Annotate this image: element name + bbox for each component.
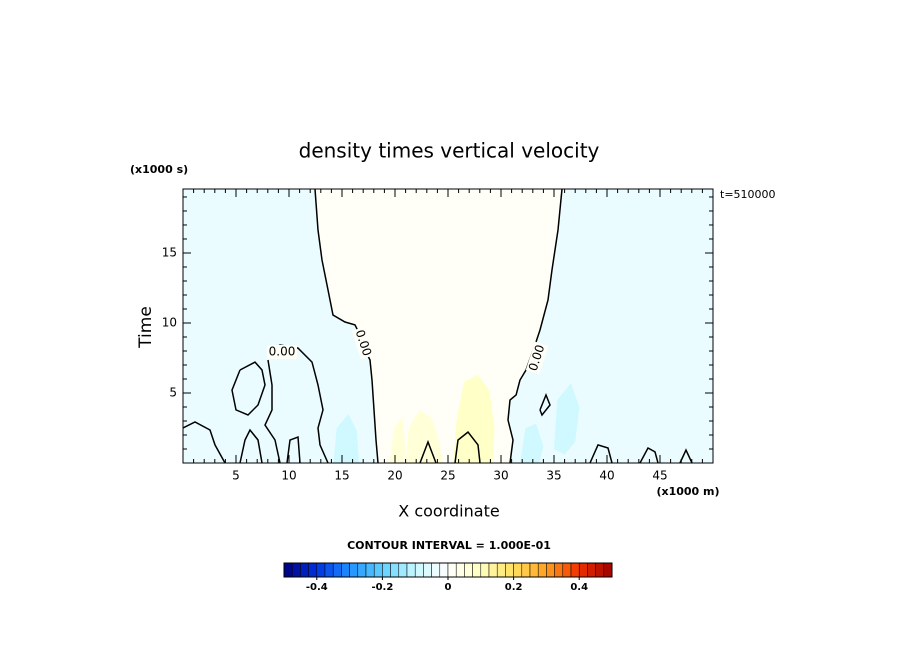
colorbar-cell	[324, 562, 334, 578]
colorbar-cell	[546, 562, 555, 578]
colorbar-cell	[537, 562, 547, 578]
plot-area: 0.00 0.000.00	[183, 189, 713, 463]
region-shape	[405, 409, 443, 463]
filled-region	[520, 423, 544, 463]
y-tick-label: 15	[162, 245, 177, 259]
x-tick-label: 25	[440, 469, 455, 483]
colorbar-cell	[398, 562, 408, 578]
filled-region	[315, 189, 562, 463]
colorbar-cell	[349, 562, 359, 578]
colorbar-cell	[423, 562, 432, 578]
x-tick-label: 30	[493, 469, 508, 483]
colorbar-cell	[365, 562, 375, 578]
colorbar-cell	[472, 562, 482, 578]
chart-title: density times vertical velocity	[299, 139, 600, 163]
colorbar-tick-label: 0.2	[505, 582, 523, 593]
y-tick-label: 10	[162, 315, 177, 329]
colorbar-cell	[431, 562, 441, 578]
colorbar-cell	[341, 562, 350, 578]
colorbar-cell	[587, 562, 596, 578]
colorbar-cell	[554, 562, 564, 578]
colorbar-cell	[439, 562, 449, 578]
x-axis-label: X coordinate	[398, 502, 499, 521]
region-shape	[453, 374, 495, 463]
colorbar-cell	[455, 562, 465, 578]
colorbar-cell	[529, 562, 539, 578]
x-tick-label: 45	[652, 469, 667, 483]
colorbar-cell	[480, 562, 490, 578]
colorbar-cell	[595, 562, 605, 578]
colorbar-cell	[496, 562, 506, 578]
y-tick-label: 5	[169, 385, 177, 399]
colorbar-cell	[570, 562, 580, 578]
colorbar-cell	[390, 562, 400, 578]
x-tick-label: 40	[599, 469, 614, 483]
colorbar-cell	[603, 562, 613, 578]
x-tick-label: 10	[281, 469, 296, 483]
colorbar-cell	[332, 562, 342, 578]
colorbar-cell	[308, 562, 318, 578]
x-tick-label: 5	[232, 469, 240, 483]
colorbar-tick-label: -0.4	[306, 582, 328, 593]
colorbar-tick-label: -0.2	[371, 582, 393, 593]
colorbar-cell	[414, 562, 424, 578]
y-unit: (x1000 s)	[130, 163, 188, 176]
colorbar-cell	[464, 562, 473, 578]
colorbar-cell	[562, 562, 572, 578]
colorbar-cell	[300, 562, 309, 578]
x-tick-label: 35	[546, 469, 561, 483]
region-shape	[333, 414, 359, 463]
colorbar-cell	[357, 562, 367, 578]
plot-body: 0.00 0.000.00	[183, 189, 713, 463]
colorbar-cell	[447, 562, 457, 578]
contour-label-bg	[351, 326, 375, 360]
filled-region	[389, 416, 406, 463]
time-label: t=510000	[720, 188, 776, 201]
colorbar-cell	[521, 562, 531, 578]
filled-region	[333, 414, 359, 463]
colorbar-cell	[505, 562, 514, 578]
region-shape	[315, 189, 562, 463]
region-shape	[554, 383, 580, 455]
colorbar-tick-label: 0	[445, 582, 452, 593]
colorbar-cell	[283, 562, 293, 578]
colorbar-cell	[488, 562, 498, 578]
region-shape	[520, 423, 544, 463]
colorbar-cell	[578, 562, 588, 578]
colorbar-cell	[406, 562, 416, 578]
colorbar-cell	[373, 562, 383, 578]
region-shape	[389, 416, 406, 463]
filled-region	[405, 409, 443, 463]
colorbar-tick-label: 0.4	[570, 582, 588, 593]
contour-interval: CONTOUR INTERVAL = 1.000E-01	[347, 539, 551, 552]
x-tick-label: 20	[387, 469, 402, 483]
colorbar-cell	[382, 562, 391, 578]
contour-label: 0.00	[269, 344, 296, 358]
colorbar-cell	[316, 562, 326, 578]
colorbar-cell	[291, 562, 301, 578]
filled-region	[554, 383, 580, 455]
x-tick-label: 15	[334, 469, 349, 483]
x-unit: (x1000 m)	[656, 485, 719, 498]
colorbar-cell	[513, 562, 523, 578]
contour-label-bg	[267, 344, 298, 359]
contour-label-bg	[525, 341, 549, 375]
y-axis-label: Time	[136, 306, 156, 349]
filled-region	[453, 374, 495, 463]
